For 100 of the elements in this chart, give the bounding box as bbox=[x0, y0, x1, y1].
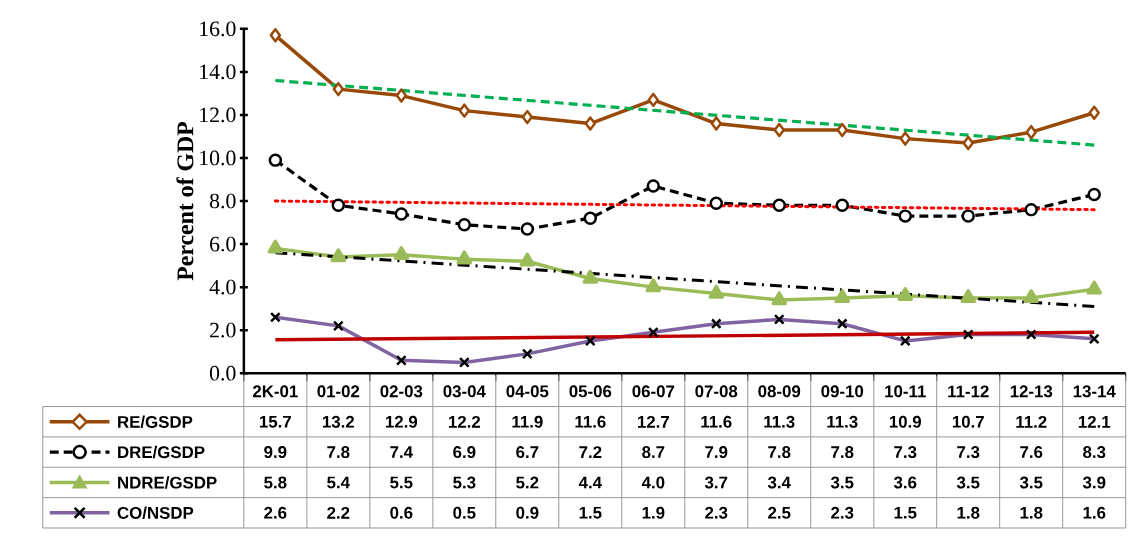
x-tick-label: 2K-01 bbox=[252, 385, 298, 398]
point bbox=[898, 209, 912, 223]
data-label: 15.7 bbox=[259, 415, 291, 428]
point bbox=[646, 179, 661, 193]
data-label: 7.2 bbox=[579, 446, 602, 458]
data-label: 11.6 bbox=[575, 415, 606, 428]
data-label: 1.6 bbox=[1083, 506, 1106, 519]
data-label: 7.3 bbox=[957, 445, 980, 458]
y-tick-label: 16.0 bbox=[200, 21, 236, 37]
x-tick-label: 11-12 bbox=[948, 385, 989, 398]
point bbox=[395, 88, 408, 103]
point bbox=[268, 153, 283, 167]
data-label: 1.8 bbox=[957, 506, 980, 519]
point bbox=[1088, 105, 1100, 120]
data-label: 2.2 bbox=[327, 506, 350, 519]
data-label: 10.9 bbox=[889, 415, 922, 428]
point bbox=[834, 289, 851, 303]
legend-label: DRE/GSDP bbox=[118, 445, 205, 459]
point bbox=[710, 116, 722, 131]
point bbox=[962, 135, 974, 150]
data-label: 2.3 bbox=[831, 506, 854, 519]
y-tick-label: 2.0 bbox=[210, 322, 236, 338]
data-label: 1.9 bbox=[642, 506, 665, 519]
data-label: 1.5 bbox=[894, 506, 917, 519]
point bbox=[961, 209, 975, 223]
point bbox=[960, 289, 976, 303]
x-tick-label: 04-05 bbox=[506, 385, 549, 398]
data-label: 8.7 bbox=[642, 445, 665, 458]
x-tick-label: 12-13 bbox=[1010, 385, 1053, 398]
legend-label: NDRE/GSDP bbox=[118, 476, 217, 489]
y-tick-label: 14.0 bbox=[200, 64, 236, 80]
data-label: 3.5 bbox=[1019, 476, 1043, 489]
data-label: 3.5 bbox=[956, 476, 980, 489]
data-label: 12.9 bbox=[385, 415, 418, 428]
point bbox=[332, 81, 345, 97]
point bbox=[583, 211, 598, 225]
x-tick-label: 02-03 bbox=[380, 385, 423, 398]
point bbox=[584, 116, 597, 131]
y-tick-label: 10.0 bbox=[200, 150, 236, 166]
data-label: 7.8 bbox=[327, 445, 350, 458]
point bbox=[1086, 280, 1102, 295]
data-label: 3.5 bbox=[830, 476, 854, 489]
point bbox=[771, 291, 788, 306]
point bbox=[331, 198, 346, 212]
legend-label: RE/GSDP bbox=[118, 415, 193, 428]
point bbox=[708, 284, 725, 299]
point bbox=[330, 248, 347, 263]
data-label: 12.2 bbox=[448, 415, 481, 428]
data-label: 6.9 bbox=[453, 445, 476, 458]
data-label: 0.9 bbox=[516, 506, 539, 519]
data-label: 11.2 bbox=[1016, 415, 1047, 428]
x-tick-label: 06-07 bbox=[632, 385, 675, 398]
point bbox=[520, 222, 535, 236]
point bbox=[647, 92, 660, 107]
data-label: 2.3 bbox=[705, 506, 728, 519]
x-tick-label: 13-14 bbox=[1073, 385, 1116, 398]
data-label: 0.5 bbox=[453, 506, 476, 519]
y-axis-title: Percent of GDP bbox=[176, 121, 194, 281]
point bbox=[458, 103, 471, 118]
point bbox=[456, 250, 473, 265]
point bbox=[582, 269, 599, 284]
data-label: 4.4 bbox=[578, 476, 602, 489]
point bbox=[836, 122, 848, 138]
point bbox=[519, 252, 536, 267]
data-label: 11.6 bbox=[701, 415, 732, 428]
x-tick-label: 01-02 bbox=[317, 385, 360, 398]
y-tick-label: 4.0 bbox=[209, 279, 236, 295]
data-label: 1.5 bbox=[579, 506, 602, 519]
data-label: 7.8 bbox=[831, 445, 854, 458]
y-tick-label: 8.0 bbox=[209, 193, 236, 209]
point bbox=[1023, 289, 1039, 303]
y-tick-label: 12.0 bbox=[200, 107, 236, 123]
point bbox=[1024, 202, 1038, 217]
point bbox=[393, 245, 410, 260]
data-label: 7.3 bbox=[894, 445, 917, 458]
point bbox=[899, 131, 911, 146]
point bbox=[1087, 187, 1101, 202]
data-label: 7.6 bbox=[1020, 445, 1043, 458]
point bbox=[521, 109, 534, 125]
x-tick-label: 08-09 bbox=[758, 385, 801, 398]
x-tick-label: 10-11 bbox=[885, 385, 926, 398]
point bbox=[645, 278, 662, 293]
data-label: 1.8 bbox=[1020, 506, 1043, 519]
data-label: 4.0 bbox=[641, 476, 665, 489]
data-label: 6.7 bbox=[516, 445, 539, 458]
point bbox=[267, 239, 284, 254]
y-tick-label: 6.0 bbox=[210, 236, 236, 252]
data-label: 11.3 bbox=[827, 415, 858, 428]
point bbox=[394, 207, 409, 221]
point bbox=[835, 198, 849, 212]
data-label: 3.6 bbox=[893, 476, 917, 489]
data-label: 7.8 bbox=[768, 445, 791, 458]
x-tick-label: 07-08 bbox=[695, 385, 738, 398]
data-label: 5.8 bbox=[264, 476, 287, 489]
data-label: 0.6 bbox=[390, 506, 413, 519]
data-label: 10.7 bbox=[952, 415, 984, 428]
data-label: 2.6 bbox=[264, 506, 287, 519]
data-label: 5.3 bbox=[453, 476, 476, 489]
data-label: 7.9 bbox=[705, 445, 728, 458]
y-tick-label: 0.0 bbox=[209, 365, 236, 381]
